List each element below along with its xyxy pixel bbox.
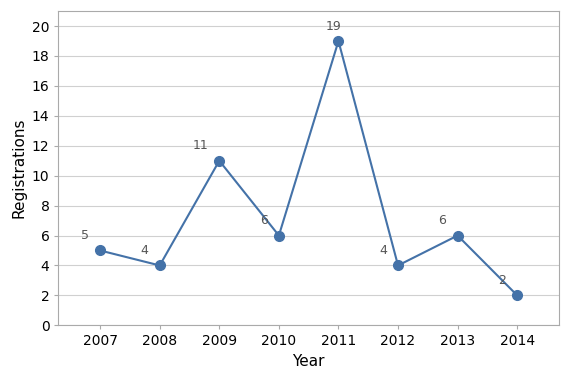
Text: 11: 11 (193, 139, 208, 152)
Y-axis label: Registrations: Registrations (11, 118, 26, 218)
X-axis label: Year: Year (292, 354, 325, 369)
Text: 4: 4 (379, 244, 387, 257)
Text: 4: 4 (141, 244, 149, 257)
Text: 5: 5 (81, 229, 89, 242)
Text: 6: 6 (260, 214, 268, 227)
Text: 19: 19 (325, 20, 341, 33)
Text: 2: 2 (498, 274, 506, 287)
Text: 6: 6 (439, 214, 446, 227)
